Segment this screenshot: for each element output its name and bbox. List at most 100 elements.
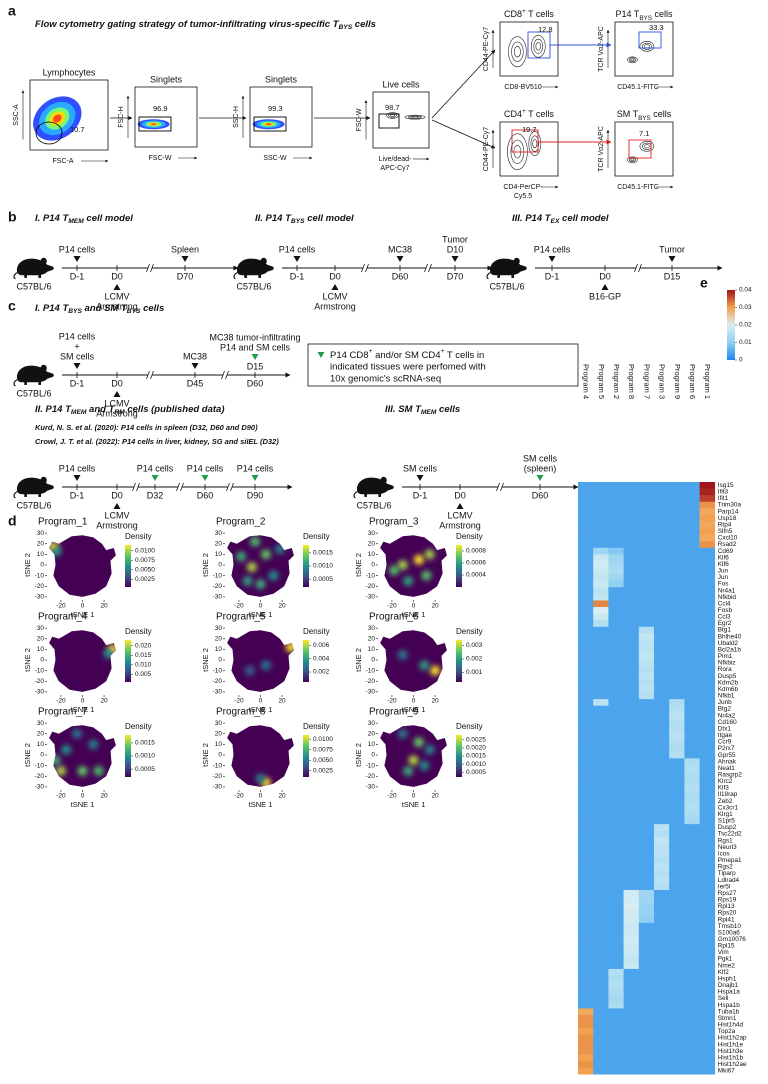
heatmap-cell <box>684 837 700 845</box>
heatmap-cell <box>699 1041 716 1049</box>
heatmap-cell <box>623 745 640 753</box>
heatmap-cell <box>593 922 609 930</box>
model-title-part: cells <box>140 303 164 314</box>
heatmap-cell <box>608 896 624 904</box>
heatmap-cell <box>684 482 700 489</box>
heatmap-cell <box>654 1067 670 1075</box>
heatmap-cell <box>699 876 716 884</box>
heatmap-cell <box>669 607 685 614</box>
heatmap-cell <box>578 962 594 970</box>
y-axis-label: tSNE 2 <box>201 743 210 767</box>
heatmap-cell <box>638 837 655 845</box>
heatmap-cell <box>669 876 685 884</box>
timeline-break <box>176 482 180 492</box>
timeline-day: D0 <box>111 378 123 388</box>
heatmap-cell <box>638 607 655 614</box>
heatmap-cell <box>669 883 685 891</box>
gene-label: Rtp4 <box>718 521 732 528</box>
y-tick-label: -30 <box>35 784 45 791</box>
heatmap-cell <box>654 646 670 654</box>
heatmap-cell <box>654 771 670 779</box>
heatmap-cell <box>608 580 624 588</box>
model-title-sub: EX <box>551 218 560 225</box>
timeline-break <box>150 370 154 380</box>
flow-cloud <box>150 123 157 126</box>
heatmap-cell <box>608 692 624 700</box>
heatmap-cell <box>638 797 655 805</box>
timeline-marker <box>181 256 189 262</box>
model-title-part: and SM T <box>82 303 128 314</box>
heatmap-cell <box>593 975 609 983</box>
flow-contour <box>644 144 650 149</box>
heatmap-cell <box>578 718 594 726</box>
heatmap-cell <box>684 1054 700 1062</box>
gene-label: Icos <box>718 850 730 857</box>
timeline-label: Armstrong <box>96 520 138 530</box>
heatmap-cell <box>638 804 655 812</box>
heatmap-cell <box>608 685 624 693</box>
heatmap-cell <box>684 863 700 871</box>
heatmap-cell <box>699 653 716 660</box>
heatmap-cell <box>699 607 716 614</box>
heatmap-cell <box>638 929 655 937</box>
heatmap-cell <box>699 811 716 818</box>
density-hotspot <box>50 755 61 766</box>
gene-label: Ccl3 <box>718 614 731 621</box>
heatmap-cell <box>699 613 716 621</box>
colorbar-tick-label: 0.0004 <box>466 572 486 579</box>
heatmap-cell <box>654 607 670 614</box>
heatmap-cell <box>593 679 609 687</box>
heatmap-cell <box>669 620 685 628</box>
y-tick-label: 0 <box>218 752 222 759</box>
heatmap-cell <box>623 903 640 910</box>
heatmap-cell <box>593 758 609 766</box>
gene-label: Hist1h2ae <box>718 1061 747 1068</box>
heatmap-cell <box>578 778 594 785</box>
heatmap-cell <box>623 962 640 970</box>
timeline-break <box>178 484 182 490</box>
gate <box>138 116 172 132</box>
heatmap-cell <box>608 672 624 680</box>
heatmap-cell <box>623 732 640 739</box>
heatmap-cell <box>623 633 640 641</box>
timeline-marker <box>293 256 301 262</box>
x-axis-label: tSNE 1 <box>249 610 273 619</box>
heatmap-cell <box>593 797 609 805</box>
y-tick-label: -10 <box>35 762 45 769</box>
density-hotspot <box>285 642 294 653</box>
density-hotspot <box>268 570 279 581</box>
heatmap-cell <box>654 508 670 516</box>
heatmap-cell <box>654 817 670 825</box>
heatmap-cell <box>623 679 640 687</box>
heatmap-cell <box>654 580 670 588</box>
flow-contour <box>513 46 521 58</box>
heatmap-cell <box>623 837 640 845</box>
heatmap-cell <box>593 751 609 759</box>
plot-title: Program_4 <box>38 612 88 623</box>
heatmap-cell <box>654 521 670 529</box>
heatmap-cell <box>669 488 685 496</box>
heatmap-cell <box>623 909 640 917</box>
x-axis-label: tSNE 1 <box>249 800 273 809</box>
gene-label: Dusp5 <box>718 673 737 680</box>
timeline-break <box>361 263 365 273</box>
column-label: Program 9 <box>673 364 682 399</box>
heatmap-cell <box>684 797 700 805</box>
heatmap-cell <box>684 593 700 601</box>
gene-label: Gm10076 <box>718 936 747 943</box>
heatmap-cell <box>654 863 670 871</box>
heatmap-cell <box>593 488 609 496</box>
colorbar-tick-label: 0.0010 <box>466 761 486 768</box>
heatmap-cell <box>578 843 594 851</box>
heatmap-cell <box>654 600 670 608</box>
heatmap-cell <box>578 1034 594 1042</box>
heatmap-cell <box>623 968 640 976</box>
heatmap-cell <box>669 1061 685 1068</box>
x-tick-label: 20 <box>100 793 108 800</box>
gene-label: Rpl15 <box>718 943 735 950</box>
heatmap-cell <box>593 870 609 878</box>
heatmap-cell <box>638 541 655 549</box>
heatmap-cell <box>623 659 640 667</box>
heatmap-cell <box>578 653 594 660</box>
heatmap-cell <box>608 975 624 983</box>
